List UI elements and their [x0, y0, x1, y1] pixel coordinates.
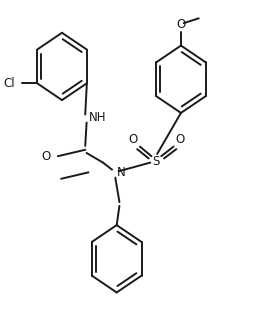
Text: O: O: [176, 18, 185, 31]
Text: N: N: [117, 166, 125, 179]
Text: O: O: [41, 150, 50, 163]
Text: S: S: [153, 155, 160, 167]
Text: Cl: Cl: [4, 77, 15, 90]
Text: O: O: [176, 133, 185, 146]
Text: O: O: [128, 133, 138, 146]
Text: NH: NH: [89, 111, 107, 124]
